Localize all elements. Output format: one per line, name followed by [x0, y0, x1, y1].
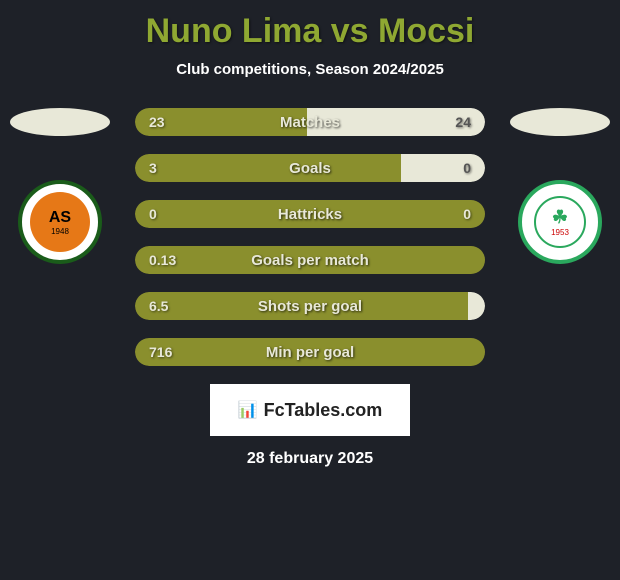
- stat-bar: 23 24 Matches: [135, 108, 485, 136]
- stat-value-left: 6.5: [149, 298, 168, 314]
- stat-bar: 3 0 Goals: [135, 154, 485, 182]
- bar-left: [135, 154, 401, 182]
- stat-bar: 6.5 Shots per goal: [135, 292, 485, 320]
- stat-label: Goals: [289, 160, 331, 177]
- bar-right: [401, 154, 485, 182]
- stat-bar: 0 0 Hattricks: [135, 200, 485, 228]
- stat-row: 0.13 Goals per match: [0, 246, 620, 274]
- stat-value-left: 716: [149, 344, 172, 360]
- subtitle: Club competitions, Season 2024/2025: [0, 61, 620, 78]
- stat-value-left: 3: [149, 160, 157, 176]
- stat-label: Shots per goal: [258, 298, 362, 315]
- stat-label: Min per goal: [266, 344, 354, 361]
- stat-label: Hattricks: [278, 206, 342, 223]
- stats-container: AS 1948 ☘ 1953 2324Matches30Goals00Hattr…: [0, 108, 620, 366]
- bar-right: [468, 292, 486, 320]
- stat-value-left: 0.13: [149, 252, 176, 268]
- stat-value-right: 24: [455, 114, 471, 130]
- stat-row: 23 24 Matches: [0, 108, 620, 136]
- stat-row: 6.5 Shots per goal: [0, 292, 620, 320]
- stat-value-left: 0: [149, 206, 157, 222]
- page-title: Nuno Lima vs Mocsi: [0, 0, 620, 51]
- club-right-year: 1953: [551, 228, 569, 237]
- stat-value-right: 0: [463, 206, 471, 222]
- stat-bar: 716 Min per goal: [135, 338, 485, 366]
- fctables-label: FcTables.com: [264, 400, 383, 421]
- stat-label: Matches: [280, 114, 340, 131]
- stat-row: 0 0 Hattricks: [0, 200, 620, 228]
- stat-value-right: 0: [463, 160, 471, 176]
- stat-row: 3 0 Goals: [0, 154, 620, 182]
- fctables-watermark: 📊 FcTables.com: [210, 384, 410, 436]
- stat-value-left: 23: [149, 114, 165, 130]
- stat-bar: 0.13 Goals per match: [135, 246, 485, 274]
- stat-row: 716 Min per goal: [0, 338, 620, 366]
- stat-label: Goals per match: [251, 252, 369, 269]
- date-label: 28 february 2025: [0, 450, 620, 468]
- chart-icon: 📊: [238, 400, 258, 420]
